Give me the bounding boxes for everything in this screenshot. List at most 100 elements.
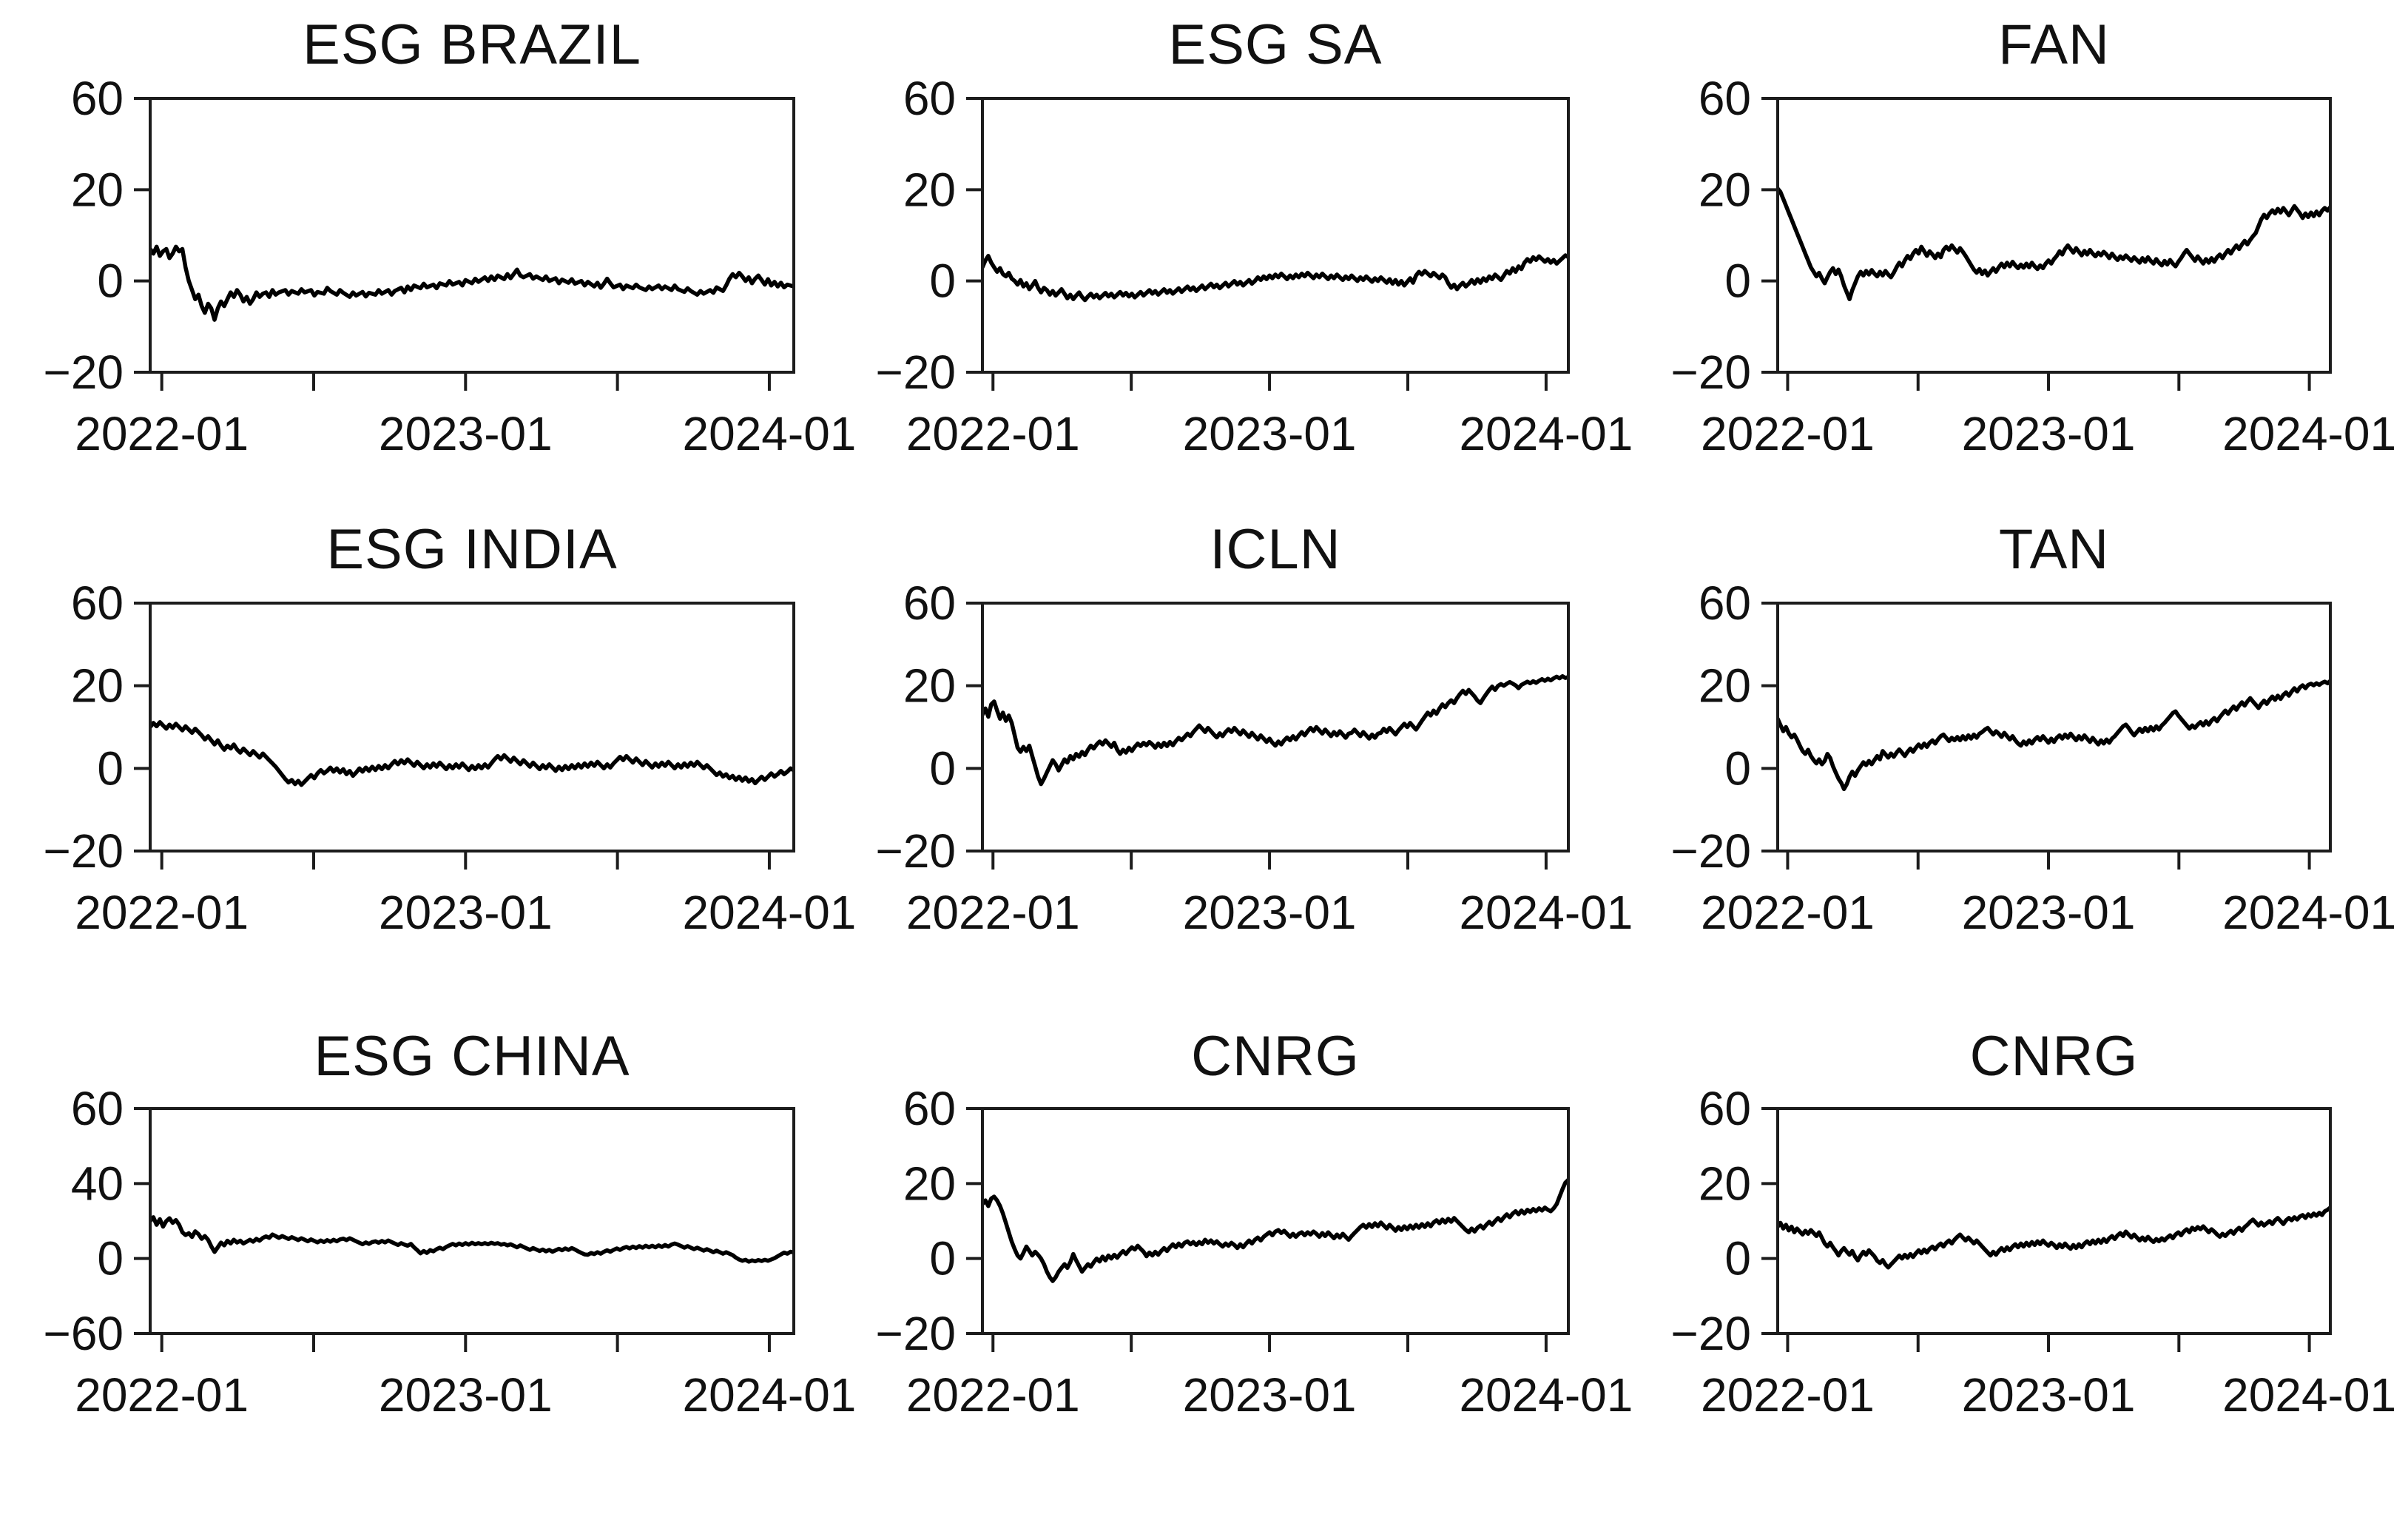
y-tick-label: 60	[903, 72, 956, 125]
y-tick-label: 60	[1699, 576, 1751, 630]
y-tick-label: 20	[1699, 659, 1751, 713]
x-tick-label: 2024-01	[2222, 886, 2396, 939]
y-tick-label: 60	[71, 1082, 124, 1135]
x-tick-label: 2023-01	[1183, 886, 1357, 939]
series-line	[982, 253, 1568, 303]
y-tick-label: 20	[903, 163, 956, 216]
x-tick-label: 2023-01	[1962, 1368, 2136, 1422]
y-tick-label: 20	[903, 1157, 956, 1210]
y-tick-label: −20	[875, 1307, 956, 1360]
x-tick-label: 2022-01	[906, 1368, 1080, 1422]
x-tick-label: 2022-01	[75, 1368, 249, 1422]
y-tick-label: 0	[97, 741, 124, 795]
series-line	[982, 1177, 1568, 1283]
y-tick-label: 0	[1724, 1232, 1751, 1285]
y-tick-label: 0	[1724, 255, 1751, 308]
series-line	[150, 1215, 794, 1264]
chart-fan-plot: 60 20 0 −20 2022-01 2023-01 2024-01	[1670, 72, 2396, 460]
x-tick-label: 2023-01	[1962, 886, 2136, 939]
plot-border	[1776, 602, 2332, 853]
x-tick-label: 2023-01	[379, 1368, 553, 1422]
x-tick-label: 2022-01	[1701, 1368, 1875, 1422]
y-tick-label: 20	[71, 163, 124, 216]
y-tick-label: 20	[1699, 163, 1751, 216]
y-tick-label: −20	[875, 346, 956, 399]
x-tick-label: 2024-01	[1459, 1368, 1633, 1422]
chart-title-cnrg-right: CNRG	[1969, 1025, 2139, 1088]
x-tick-label: 2023-01	[379, 407, 553, 460]
chart-tan-plot: 60 20 0 −20 2022-01 2023-01 2024-01	[1670, 576, 2396, 939]
series-line	[1778, 1205, 2330, 1270]
y-tick-label: 0	[97, 255, 124, 308]
plot-border	[981, 97, 1570, 374]
x-tick-label: 2024-01	[683, 1368, 857, 1422]
chart-esg-sa-plot: 60 20 0 −20 2022-01 2023-01 2024-01	[875, 72, 1633, 460]
chart-title-esg-sa: ESG SA	[1168, 13, 1383, 76]
x-tick-label: 2024-01	[1459, 886, 1633, 939]
plot-border	[981, 602, 1570, 853]
x-tick-label: 2022-01	[906, 886, 1080, 939]
y-tick-label: 40	[71, 1157, 124, 1210]
y-tick-label: 0	[929, 1232, 956, 1285]
x-tick-label: 2022-01	[75, 407, 249, 460]
chart-esg-india-plot: 60 20 0 −20 2022-01 2023-01 2024-01	[43, 576, 856, 939]
y-tick-label: 60	[1699, 72, 1751, 125]
y-tick-label: 0	[929, 255, 956, 308]
chart-esg-china-plot: 60 40 0 −60 2022-01 2023-01 2024-01	[43, 1082, 856, 1422]
x-tick-label: 2022-01	[1701, 886, 1875, 939]
x-tick-label: 2022-01	[1701, 407, 1875, 460]
y-tick-label: 0	[929, 741, 956, 795]
y-tick-label: −20	[43, 824, 124, 878]
y-tick-label: 60	[1699, 1082, 1751, 1135]
chart-title-esg-india: ESG INDIA	[326, 518, 618, 581]
y-tick-label: 60	[903, 576, 956, 630]
chart-title-fan: FAN	[1998, 13, 2110, 76]
plot-border	[149, 97, 795, 374]
y-tick-label: 60	[71, 576, 124, 630]
x-tick-label: 2023-01	[1962, 407, 2136, 460]
y-tick-label: 20	[1699, 1157, 1751, 1210]
chart-title-esg-brazil: ESG BRAZIL	[303, 13, 641, 76]
chart-title-esg-china: ESG CHINA	[314, 1025, 630, 1088]
plot-border	[149, 602, 795, 853]
chart-title-icln: ICLN	[1210, 518, 1341, 581]
chart-esg-brazil-plot: 60 20 0 −20 2022-01 2023-01 2024-01	[43, 72, 856, 460]
chart-cnrg-right-plot: 60 20 0 −20 2022-01 2023-01 2024-01	[1670, 1082, 2396, 1422]
y-tick-label: −60	[43, 1307, 124, 1360]
x-tick-label: 2024-01	[2222, 407, 2396, 460]
series-line	[150, 244, 794, 322]
series-line	[150, 720, 794, 787]
y-tick-label: 0	[1724, 741, 1751, 795]
y-tick-label: 20	[903, 659, 956, 713]
y-tick-label: 0	[97, 1232, 124, 1285]
x-tick-label: 2024-01	[683, 407, 857, 460]
x-tick-label: 2023-01	[1183, 1368, 1357, 1422]
x-tick-label: 2022-01	[75, 886, 249, 939]
chart-icln-plot: 60 20 0 −20 2022-01 2023-01 2024-01	[875, 576, 1633, 939]
chart-cnrg-mid-plot: 60 20 0 −20 2022-01 2023-01 2024-01	[875, 1082, 1633, 1422]
plot-border	[1776, 1107, 2332, 1335]
chart-title-tan: TAN	[1998, 518, 2110, 581]
x-tick-label: 2023-01	[1183, 407, 1357, 460]
y-tick-label: −20	[1670, 824, 1751, 878]
plot-border	[1776, 97, 2332, 374]
plot-border	[149, 1107, 795, 1335]
y-tick-label: −20	[1670, 346, 1751, 399]
plot-border	[981, 1107, 1570, 1335]
y-tick-label: −20	[43, 346, 124, 399]
x-tick-label: 2024-01	[683, 886, 857, 939]
chart-title-cnrg-mid: CNRG	[1191, 1025, 1360, 1088]
x-tick-label: 2022-01	[906, 407, 1080, 460]
series-line	[1778, 186, 2330, 302]
series-line	[1778, 679, 2330, 792]
x-tick-label: 2024-01	[1459, 407, 1633, 460]
y-tick-label: −20	[875, 824, 956, 878]
y-tick-label: 60	[903, 1082, 956, 1135]
y-tick-label: 60	[71, 72, 124, 125]
y-tick-label: −20	[1670, 1307, 1751, 1360]
y-tick-label: 20	[71, 659, 124, 713]
x-tick-label: 2024-01	[2222, 1368, 2396, 1422]
x-tick-label: 2023-01	[379, 886, 553, 939]
series-line	[982, 674, 1568, 787]
